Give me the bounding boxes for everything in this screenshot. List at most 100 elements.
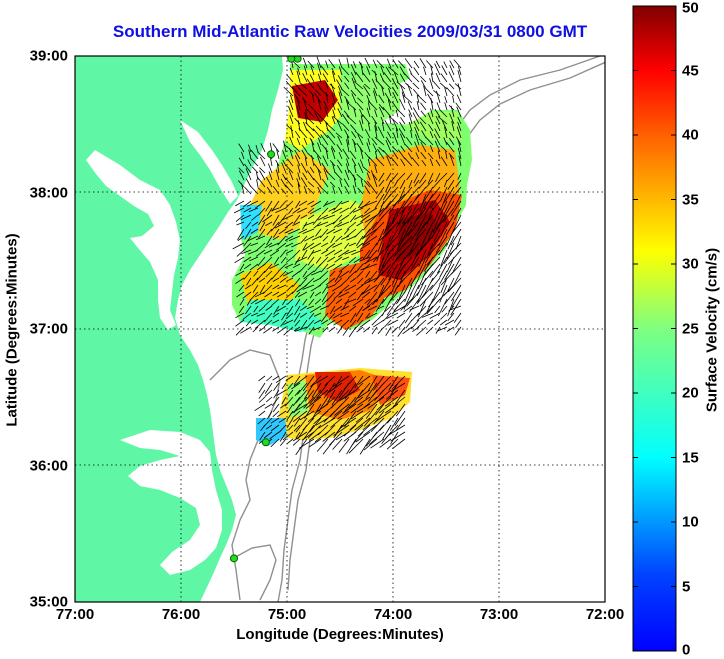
velocity-arrow	[404, 58, 413, 69]
velocity-arrow	[338, 186, 343, 195]
velocity-arrow	[303, 221, 315, 227]
velocity-arrow	[256, 312, 266, 317]
velocity-arrow	[458, 155, 462, 167]
velocity-arrow	[376, 396, 392, 411]
velocity-arrow	[278, 263, 287, 272]
velocity-arrow	[316, 56, 322, 69]
colorbar-tick-label: 45	[682, 62, 699, 79]
velocity-arrow	[402, 235, 413, 247]
velocity-arrow	[346, 115, 357, 125]
velocity-arrow	[378, 146, 385, 153]
velocity-arrow	[322, 396, 336, 408]
velocity-arrow	[346, 135, 350, 146]
velocity-arrow	[322, 326, 329, 333]
velocity-arrow	[427, 319, 434, 325]
velocity-arrow	[435, 73, 441, 83]
velocity-arrow	[402, 214, 413, 227]
velocity-arrow	[372, 424, 385, 438]
velocity-arrow	[311, 382, 322, 398]
velocity-arrow	[398, 60, 406, 69]
velocity-arrow	[357, 424, 371, 437]
velocity-arrow	[263, 263, 273, 274]
colorbar-tick-label: 15	[682, 449, 699, 466]
velocity-arrow	[311, 235, 322, 241]
velocity-arrow	[285, 165, 294, 174]
velocity-arrow	[293, 417, 301, 427]
velocity-arrow	[418, 249, 427, 267]
velocity-arrow	[259, 431, 266, 441]
velocity-arrow	[363, 424, 378, 436]
velocity-arrow	[328, 207, 336, 212]
velocity-arrow	[360, 115, 364, 125]
velocity-arrow	[270, 221, 280, 232]
velocity-arrow	[260, 156, 266, 167]
velocity-arrow	[443, 284, 455, 297]
velocity-arrow	[453, 256, 462, 272]
velocity-arrow	[305, 109, 308, 118]
velocity-arrow	[244, 284, 252, 290]
velocity-arrow	[280, 319, 287, 327]
velocity-arrow	[235, 277, 245, 284]
velocity-arrow	[355, 263, 364, 273]
velocity-arrow	[307, 263, 315, 271]
velocity-arrow	[356, 403, 371, 413]
velocity-arrow	[240, 326, 252, 334]
velocity-arrow	[246, 277, 252, 286]
velocity-arrow	[268, 242, 280, 248]
velocity-arrow	[375, 298, 385, 312]
velocity-arrow	[364, 185, 371, 195]
velocity-arrow	[371, 78, 378, 90]
velocity-arrow	[317, 155, 322, 167]
velocity-arrow	[364, 152, 371, 160]
velocity-arrow	[349, 417, 364, 431]
velocity-arrow	[417, 94, 427, 104]
velocity-arrow	[325, 92, 329, 104]
velocity-arrow	[375, 151, 378, 160]
velocity-arrow	[309, 74, 315, 83]
velocity-arrow	[297, 291, 308, 298]
radar-stations	[230, 56, 302, 563]
velocity-arrow	[446, 87, 455, 97]
velocity-arrow	[366, 312, 378, 319]
velocity-arrow	[413, 172, 420, 184]
velocity-arrow	[292, 431, 308, 442]
velocity-arrow	[336, 417, 350, 433]
velocity-arrow	[320, 263, 329, 273]
velocity-arrow	[402, 94, 413, 104]
velocity-arrow	[417, 284, 427, 303]
velocity-arrow	[415, 228, 427, 241]
velocity-arrow	[449, 305, 462, 311]
velocity-arrow	[317, 137, 322, 146]
velocity-arrow	[302, 284, 315, 290]
velocity-arrow	[258, 207, 266, 216]
velocity-arrow	[365, 270, 371, 278]
velocity-arrow	[278, 228, 287, 235]
velocity-arrow	[404, 221, 413, 236]
velocity-arrow	[368, 123, 371, 132]
velocity-arrow	[417, 270, 427, 290]
velocity-arrow	[311, 249, 322, 254]
velocity-arrow	[262, 214, 273, 223]
velocity-arrow	[356, 326, 364, 333]
velocity-arrow	[359, 159, 364, 167]
velocity-arrow	[416, 95, 420, 104]
velocity-arrow	[450, 105, 455, 118]
velocity-arrow	[423, 85, 427, 97]
velocity-arrow	[323, 100, 329, 111]
velocity-arrow	[375, 157, 385, 167]
velocity-arrow	[414, 141, 420, 153]
velocity-arrow	[326, 228, 336, 235]
velocity-arrow	[380, 270, 392, 286]
velocity-arrow	[296, 105, 301, 118]
velocity-arrow	[352, 382, 364, 394]
velocity-arrow	[332, 214, 343, 225]
velocity-arrow	[263, 417, 273, 427]
velocity-arrow	[378, 94, 385, 104]
velocity-arrow	[392, 146, 399, 153]
velocity-arrow	[288, 170, 294, 181]
velocity-arrow	[331, 389, 343, 406]
velocity-arrow	[373, 249, 385, 263]
velocity-arrow	[383, 72, 392, 83]
velocity-arrow	[359, 200, 378, 209]
velocity-arrow	[258, 410, 266, 417]
